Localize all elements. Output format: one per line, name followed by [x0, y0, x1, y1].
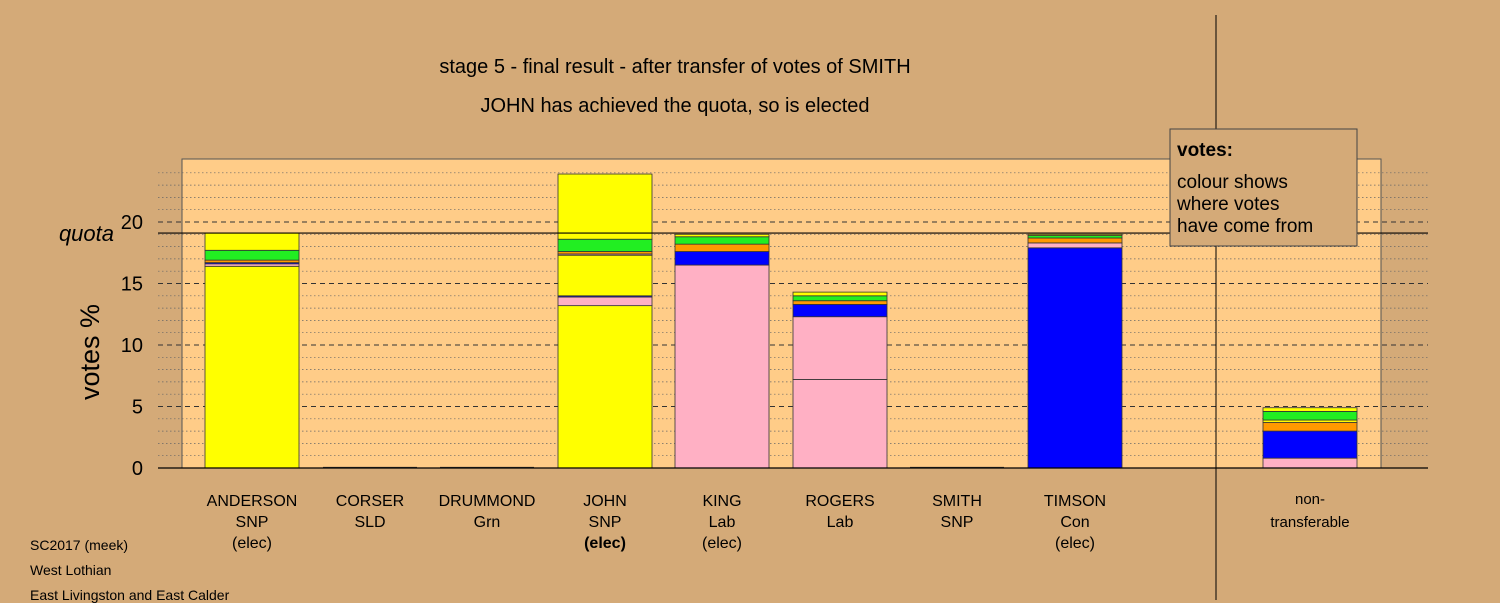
footer-ward: East Livingston and East Calder [30, 587, 230, 603]
legend-box [1169, 128, 1358, 247]
bar-king-segment-1 [674, 251, 770, 266]
candidate-name-label: CORSER [336, 493, 404, 510]
y-tick-label: 15 [121, 274, 143, 296]
legend-line: where votes [1176, 194, 1279, 215]
candidate-name-label: DRUMMOND [439, 493, 536, 510]
bar-john-segment-6 [557, 238, 653, 252]
candidate-name-label: TIMSON [1044, 493, 1106, 510]
candidate-party-label: SNP [941, 514, 974, 531]
bar-anderson-segment-0 [204, 265, 300, 469]
candidate-status-label: (elec) [702, 535, 742, 552]
candidate-status-label: (elec) [232, 535, 272, 552]
bar-timson-segment-0 [1027, 247, 1123, 469]
bar-rogers-segment-3 [792, 300, 888, 305]
bar-rogers-segment-0 [792, 379, 888, 469]
bar-john-segment-0 [557, 305, 653, 469]
nontransferable-label-line2: transferable [1270, 514, 1349, 531]
bar-timson-segment-1 [1027, 242, 1123, 249]
bar-anderson-segment-4 [204, 249, 300, 261]
candidate-party-label: Grn [474, 514, 501, 531]
bar-john-segment-7 [557, 173, 653, 240]
bar-rogers-segment-2 [792, 304, 888, 318]
y-axis-label: votes % [75, 304, 105, 400]
bar-nontransferable-segment-0 [1262, 457, 1358, 469]
bar-nontransferable-segment-5 [1262, 407, 1358, 412]
legend-line: have come from [1177, 216, 1313, 237]
bar-john-segment-3 [557, 254, 653, 297]
bar-king-segment-2 [674, 243, 770, 252]
footer-council: West Lothian [30, 562, 112, 578]
bar-king-segment-4 [674, 233, 770, 238]
bar-rogers-segment-5 [792, 291, 888, 297]
candidate-party-label: Con [1060, 514, 1089, 531]
candidate-party-label: SLD [354, 514, 385, 531]
candidate-status-label: (elec) [1055, 535, 1095, 552]
y-tick-label: 5 [132, 397, 143, 419]
candidate-name-label: ROGERS [805, 493, 874, 510]
bar-john-segment-1 [557, 296, 653, 307]
candidate-party-label: Lab [827, 514, 854, 531]
y-tick-label: 20 [121, 212, 143, 234]
candidate-party-label: Lab [709, 514, 736, 531]
quota-label: quota [59, 221, 114, 246]
bar-king-segment-0 [674, 264, 770, 469]
chart-subtitle: JOHN has achieved the quota, so is elect… [480, 95, 869, 117]
candidate-party-label: SNP [236, 514, 269, 531]
bar-rogers-segment-1 [792, 316, 888, 380]
chart-title: stage 5 - final result - after transfer … [439, 56, 910, 78]
bar-anderson-segment-5 [204, 232, 300, 251]
bar-rogers-segment-4 [792, 295, 888, 302]
bar-timson-segment-4 [1027, 233, 1123, 236]
bar-nontransferable-segment-2 [1262, 422, 1358, 432]
candidate-name-label: SMITH [932, 493, 982, 510]
candidate-name-label: KING [702, 493, 741, 510]
candidate-name-label: JOHN [583, 493, 627, 510]
candidate-status-label: (elec) [584, 535, 626, 552]
candidate-name-label: ANDERSON [207, 493, 298, 510]
bar-nontransferable-segment-1 [1262, 430, 1358, 459]
footer-source: SC2017 (meek) [30, 537, 129, 553]
bar-timson-segment-2 [1027, 237, 1123, 244]
bar-nontransferable-segment-4 [1262, 411, 1358, 421]
legend-title: votes: [1177, 140, 1233, 161]
candidate-party-label: SNP [589, 514, 622, 531]
y-tick-label: 10 [121, 335, 143, 357]
legend-line: colour shows [1177, 172, 1288, 193]
nontransferable-label-line1: non- [1295, 491, 1325, 508]
y-tick-label: 0 [132, 458, 143, 480]
bar-king-segment-3 [674, 236, 770, 245]
